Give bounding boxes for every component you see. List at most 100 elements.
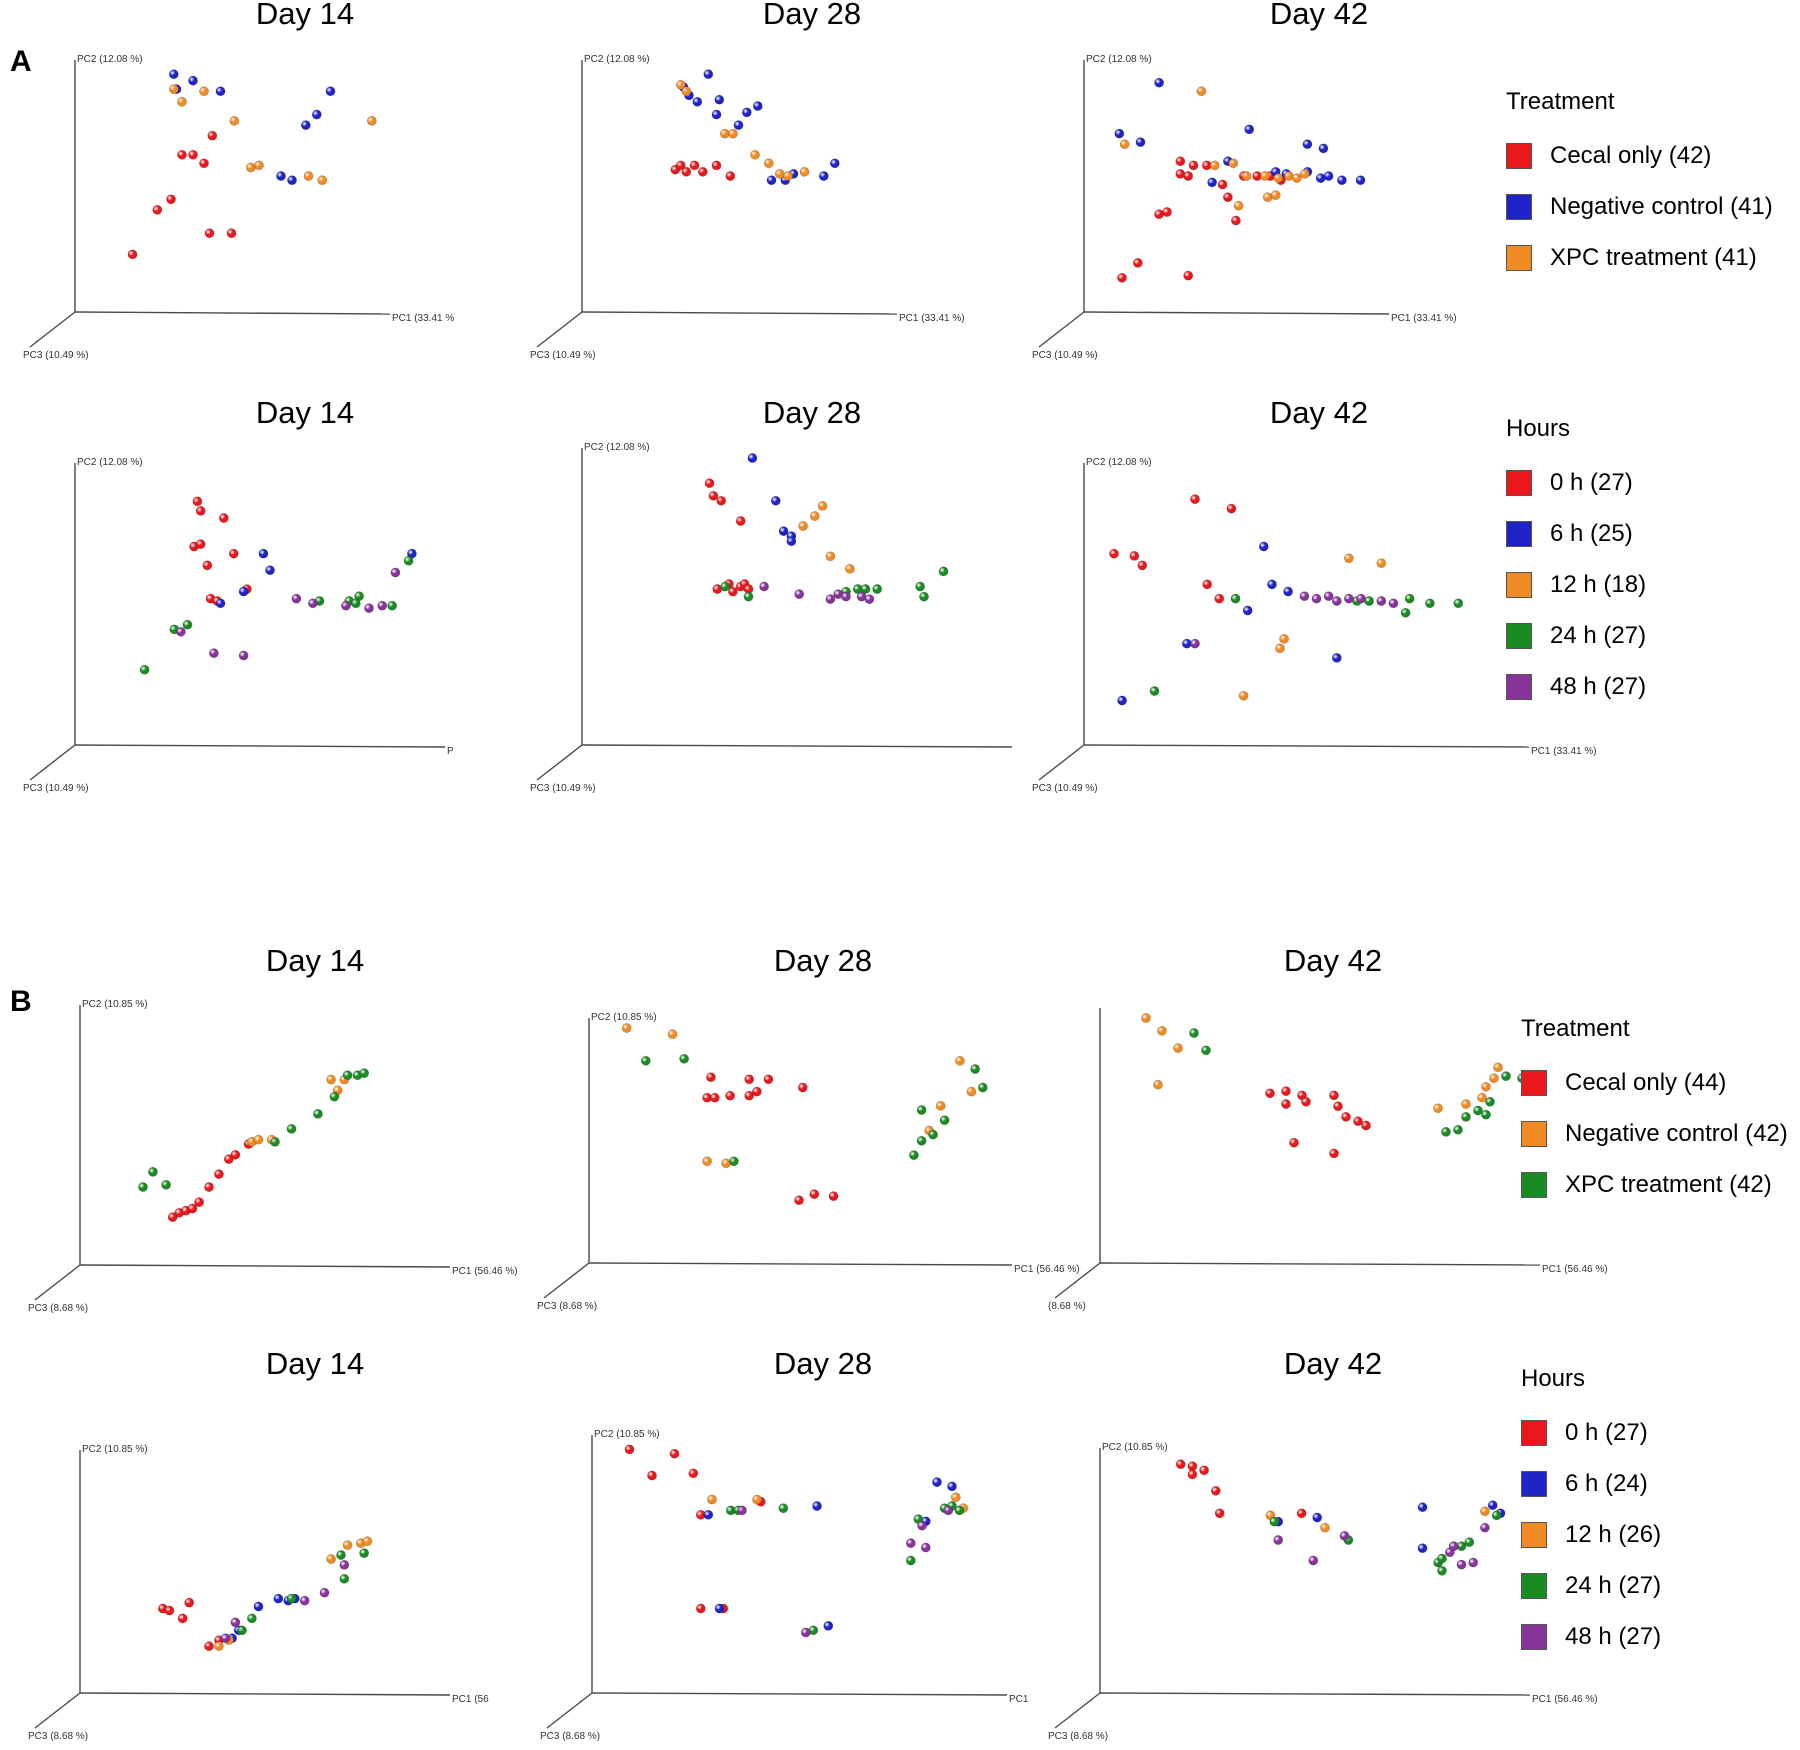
pc3-axis: [1054, 1692, 1101, 1729]
sample-point: [276, 171, 286, 181]
legend-swatch: [1521, 1171, 1547, 1198]
sample-point: [339, 1560, 350, 1570]
sample-point: [1207, 177, 1217, 188]
sample-point: [744, 1074, 755, 1085]
sample-point: [223, 1154, 234, 1164]
sample-point: [1329, 1148, 1339, 1159]
legend-label: XPC treatment (41): [1550, 243, 1757, 271]
sample-point: [1336, 175, 1347, 186]
sample-point: [390, 567, 401, 578]
sample-point: [1289, 1137, 1299, 1148]
sample-point: [1404, 593, 1415, 604]
sample-point: [825, 551, 836, 562]
sample-point: [215, 86, 226, 97]
pc3-axis: [34, 1264, 81, 1301]
pc3-axis-label: PC3 (10.49 %): [1032, 350, 1098, 361]
pc3-axis-label: PC3 (8.68 %): [540, 1731, 600, 1742]
sample-point: [1481, 1081, 1491, 1092]
sample-point: [752, 1494, 762, 1505]
sample-point: [675, 79, 686, 90]
sample-point: [177, 149, 187, 160]
sample-point: [1311, 593, 1322, 604]
sample-point: [1479, 1522, 1490, 1533]
sample-point: [1400, 607, 1411, 618]
sample-point: [714, 1603, 725, 1614]
sample-point: [1376, 558, 1387, 568]
sample-point: [1302, 139, 1313, 150]
sample-point: [387, 600, 397, 611]
sample-point: [1201, 1045, 1211, 1056]
sample-point: [667, 1029, 678, 1040]
legend-treatment-b: Treatment Cecal only (44) Negative control…: [1521, 1015, 1788, 1210]
legend-item: 0 h (27): [1506, 457, 1646, 508]
sample-point: [1154, 77, 1164, 88]
sample-point: [1299, 591, 1310, 602]
sample-point: [1260, 171, 1270, 181]
sample-point: [1262, 192, 1273, 203]
pc3-axis-label: PC3 (8.68 %): [1048, 1731, 1108, 1742]
sample-point: [640, 1055, 651, 1066]
sample-point: [291, 593, 302, 604]
sample-point: [1323, 171, 1334, 181]
legend-item: 0 h (27): [1521, 1407, 1661, 1458]
legend-item: 12 h (26): [1521, 1509, 1661, 1560]
pc3-axis: [543, 1262, 590, 1299]
sample-point: [1117, 695, 1127, 706]
sample-point: [1481, 1109, 1491, 1120]
sample-point: [778, 526, 789, 536]
sample-point: [168, 84, 179, 94]
sample-point: [935, 1101, 946, 1111]
sample-point: [184, 1597, 195, 1608]
sample-point: [311, 109, 322, 120]
sample-point: [681, 86, 692, 97]
sample-point: [1117, 272, 1127, 283]
sample-point: [720, 581, 730, 592]
sample-point: [147, 1166, 158, 1177]
sample-point: [1318, 143, 1329, 154]
sample-point: [307, 598, 318, 609]
sample-point: [168, 69, 179, 80]
sample-point: [763, 1074, 774, 1085]
sample-point: [1355, 175, 1366, 186]
sample-point: [747, 453, 758, 463]
sample-point: [1230, 215, 1241, 226]
sample-point: [1468, 1557, 1479, 1568]
sample-point: [919, 591, 929, 602]
sample-point: [194, 1197, 204, 1207]
sample-point: [286, 1593, 297, 1604]
sample-point: [299, 1595, 310, 1606]
sample-point: [1353, 1116, 1363, 1127]
sample-point: [1238, 690, 1249, 701]
legend-label: 12 h (18): [1550, 570, 1647, 598]
plot-title: Day 28: [762, 0, 862, 31]
sample-point: [916, 1135, 927, 1146]
sample-point: [325, 86, 336, 97]
sample-point: [1417, 1502, 1428, 1513]
sample-point: [786, 536, 797, 547]
pc1-axis-label: PC1 (56: [452, 1694, 489, 1705]
sample-point: [954, 1505, 965, 1516]
sample-point: [1301, 1096, 1311, 1107]
sample-point: [192, 496, 203, 507]
sample-point: [1132, 257, 1143, 268]
sample-point: [917, 1520, 927, 1531]
legend-swatch: [1521, 1470, 1547, 1497]
sample-point: [733, 120, 744, 130]
sample-point: [727, 586, 738, 597]
sample-point: [741, 107, 752, 118]
pc3-axis-label: PC3 (10.49 %): [1032, 783, 1098, 794]
legend-hours-b: Hours 0 h (27) 6 h (24) 12 h (26) 24 h (27) 4…: [1521, 1365, 1661, 1662]
plot-title: Day 14: [265, 1346, 365, 1381]
pc2-axis-label: PC2 (10.85 %): [82, 1444, 148, 1455]
plot-title: Day 14: [265, 943, 365, 978]
sample-point: [188, 75, 198, 86]
sample-point: [809, 1189, 820, 1199]
legend-title: Treatment: [1521, 1015, 1630, 1042]
sample-point: [675, 160, 686, 171]
pc2-axis-label: PC2 (10.85 %): [1102, 1442, 1168, 1453]
legend-label: Negative control (41): [1550, 192, 1773, 220]
pc3-axis-label: (8.68 %): [1048, 1301, 1086, 1312]
legend-swatch: [1521, 1572, 1547, 1599]
sample-point: [702, 1156, 712, 1167]
pc3-axis: [34, 1692, 81, 1729]
